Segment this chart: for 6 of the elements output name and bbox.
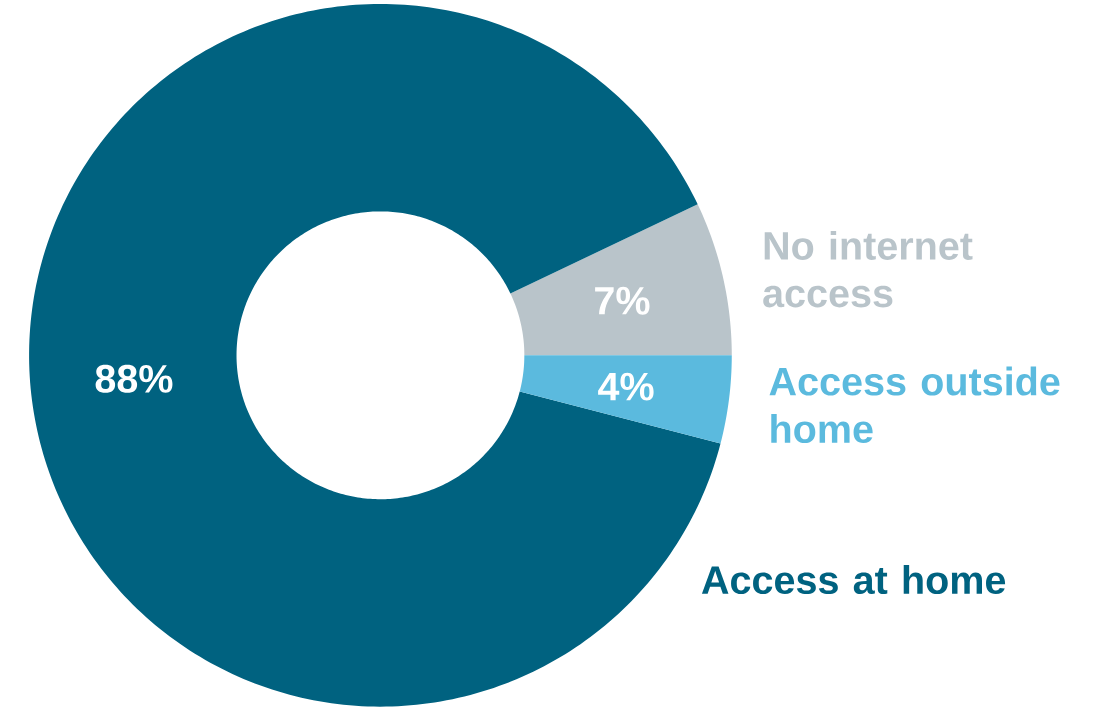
data-label: 4% <box>598 372 654 401</box>
slice-label: Access at home <box>701 565 1006 595</box>
slice-label: Access outside home <box>769 366 1060 444</box>
data-label: 7% <box>595 287 650 315</box>
data-label: 88% <box>95 365 173 394</box>
slice-label: No internet access <box>763 231 973 308</box>
